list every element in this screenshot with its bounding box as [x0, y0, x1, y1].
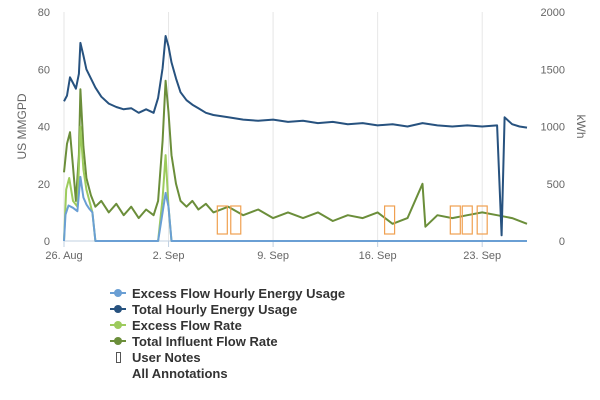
legend-label: All Annotations — [132, 365, 228, 381]
y-right-tick-label: 1500 — [541, 64, 565, 76]
series-line-3 — [63, 125, 527, 242]
y-right-tick-label: 2000 — [541, 7, 565, 19]
y-left-tick-label: 60 — [38, 64, 50, 76]
legend-item[interactable]: Excess Flow Rate — [110, 317, 345, 333]
legend-item[interactable]: User Notes — [110, 349, 345, 365]
right-y-ticks: 0 500 1000 1500 2000 — [541, 7, 565, 248]
y-right-axis-title: kWh — [574, 115, 588, 139]
series — [63, 35, 528, 242]
chart: 0 20 40 60 80 0 500 1000 1500 2000 26. Aug 2. Sep… — [15, 7, 588, 262]
legend-label: User Notes — [132, 349, 201, 365]
legend-item[interactable]: Excess Flow Hourly Energy Usage — [110, 285, 345, 301]
left-y-ticks: 0 20 40 60 80 — [38, 7, 50, 248]
y-right-tick-label: 500 — [547, 179, 565, 191]
x-tick-label: 2. Sep — [153, 250, 185, 262]
legend-item[interactable]: All Annotations — [110, 365, 345, 381]
x-tick-label: 23. Sep — [463, 250, 501, 262]
x-ticks: 26. Aug 2. Sep 9. Sep 16. Sep 23. Sep — [45, 241, 501, 262]
legend: Excess Flow Hourly Energy Usage Total Hou… — [110, 285, 345, 381]
y-left-tick-label: 20 — [38, 179, 50, 191]
y-left-tick-label: 0 — [44, 236, 50, 248]
annotation-marker[interactable] — [449, 205, 461, 235]
legend-label: Excess Flow Rate — [132, 317, 242, 333]
legend-line-icon — [110, 333, 126, 349]
legend-label: Total Hourly Energy Usage — [132, 301, 298, 317]
x-tick-label: 9. Sep — [257, 250, 289, 262]
legend-line-icon — [110, 301, 126, 317]
flag-icon — [110, 349, 126, 365]
series-line-2 — [63, 35, 528, 237]
y-left-tick-label: 40 — [38, 122, 50, 134]
x-tick-label: 26. Aug — [45, 250, 82, 262]
y-left-tick-label: 80 — [38, 7, 50, 19]
series-line-4 — [63, 79, 528, 228]
legend-item[interactable]: Total Influent Flow Rate — [110, 333, 345, 349]
y-right-tick-label: 1000 — [541, 122, 565, 134]
y-left-axis-title: US MMGPD — [15, 93, 29, 159]
legend-line-icon — [110, 317, 126, 333]
legend-line-icon — [110, 285, 126, 301]
annotation-markers — [216, 205, 488, 235]
annotation-marker[interactable] — [461, 205, 473, 235]
series-line-1 — [63, 175, 527, 242]
legend-label: Total Influent Flow Rate — [132, 333, 278, 349]
annotation-marker[interactable] — [216, 205, 228, 235]
x-tick-label: 16. Sep — [359, 250, 397, 262]
legend-item[interactable]: Total Hourly Energy Usage — [110, 301, 345, 317]
annotation-marker[interactable] — [476, 205, 488, 235]
annotation-marker[interactable] — [230, 205, 242, 235]
annotation-marker[interactable] — [383, 205, 396, 235]
vertical-grid — [63, 12, 483, 241]
legend-label: Excess Flow Hourly Energy Usage — [132, 285, 346, 301]
y-right-tick-label: 0 — [559, 236, 565, 248]
